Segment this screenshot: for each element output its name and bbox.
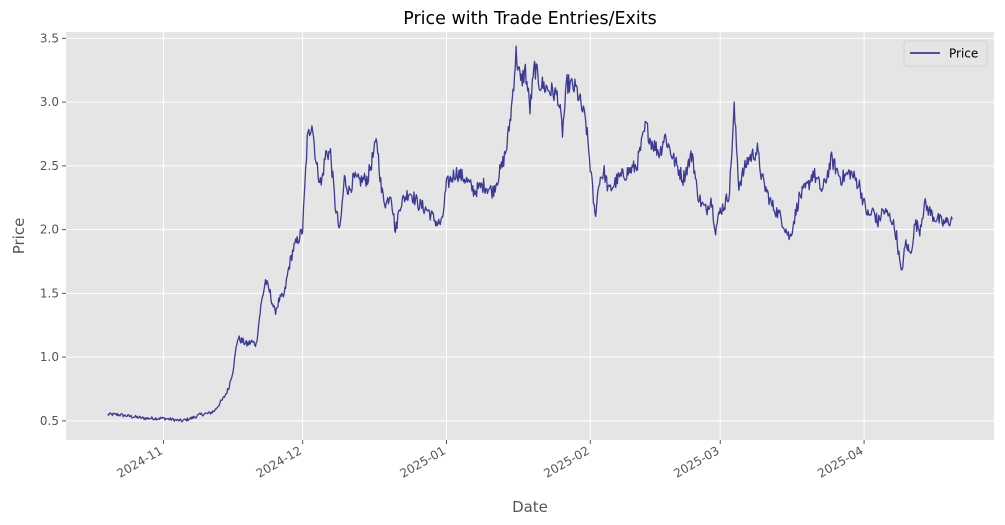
series-line-price bbox=[107, 45, 953, 423]
y-tick-label: 0.5 bbox=[40, 414, 59, 428]
legend-box bbox=[903, 40, 988, 67]
y-tick-label: 3.0 bbox=[40, 95, 59, 109]
series-layer bbox=[107, 45, 953, 423]
y-tick-label: 3.5 bbox=[40, 31, 59, 45]
legend-label-price: Price bbox=[949, 47, 978, 61]
y-tick-label: 2.0 bbox=[40, 223, 59, 237]
y-tick-label: 1.5 bbox=[40, 286, 59, 300]
y-tick-label: 1.0 bbox=[40, 350, 59, 364]
y-axis-label: Price bbox=[10, 218, 28, 255]
y-axis: 0.5 1.0 1.5 2.0 2.5 3.0 3.5 bbox=[40, 31, 66, 428]
y-tick-label: 2.5 bbox=[40, 159, 59, 173]
grid-lines bbox=[66, 32, 994, 440]
plot-area bbox=[66, 32, 994, 440]
legend: Price bbox=[903, 40, 988, 67]
x-axis-label: Date bbox=[512, 498, 548, 516]
chart-title: Price with Trade Entries/Exits bbox=[403, 9, 657, 29]
